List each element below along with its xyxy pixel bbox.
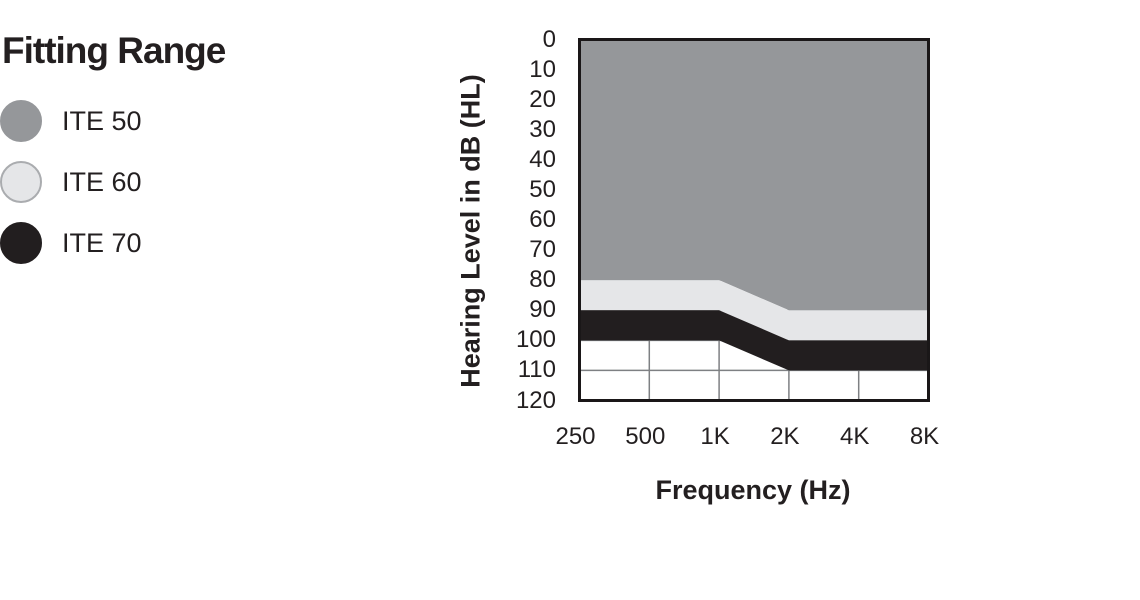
y-tick-label: 10 xyxy=(529,55,556,83)
y-tick-label: 30 xyxy=(529,115,556,143)
x-axis-title: Frequency (Hz) xyxy=(655,475,851,505)
y-tick-label: 40 xyxy=(529,145,556,173)
y-tick-label: 80 xyxy=(529,266,556,294)
x-tick-label: 8K xyxy=(909,423,940,450)
legend-label: ITE 70 xyxy=(62,227,142,258)
region-ite-60 xyxy=(579,280,929,341)
audiogram-plot xyxy=(578,38,930,402)
legend-item-ite-50: ITE 50 xyxy=(0,100,142,142)
y-tick-label: 110 xyxy=(517,356,556,384)
legend-label: ITE 60 xyxy=(62,166,142,197)
y-tick-label: 120 xyxy=(515,386,556,414)
y-tick-label: 60 xyxy=(529,206,556,233)
legend: ITE 50 ITE 60 ITE 70 xyxy=(0,100,142,283)
region-ite-70 xyxy=(579,310,929,371)
y-tick-label: 50 xyxy=(529,175,556,203)
region-ite-50 xyxy=(579,39,929,311)
x-tick-label: 1K xyxy=(700,423,730,450)
y-tick-label: 0 xyxy=(542,25,556,53)
y-tick-label: 70 xyxy=(529,236,556,264)
legend-item-ite-70: ITE 70 xyxy=(0,222,142,264)
x-tick-label: 250 xyxy=(555,423,596,450)
y-tick-label: 90 xyxy=(529,296,556,324)
legend-item-ite-60: ITE 60 xyxy=(0,161,142,203)
x-tick-label: 2K xyxy=(770,423,800,450)
page-title: Fitting Range xyxy=(2,30,226,71)
legend-swatch-circle xyxy=(0,161,42,203)
y-axis-title: Hearing Level in dB (HL) xyxy=(455,74,486,388)
y-tick-label: 100 xyxy=(515,326,556,354)
x-tick-label: 500 xyxy=(625,423,666,450)
legend-label: ITE 50 xyxy=(62,105,142,136)
x-tick-label: 4K xyxy=(840,423,870,450)
legend-swatch-circle xyxy=(0,222,42,264)
plot-border xyxy=(578,38,930,402)
y-tick-label: 20 xyxy=(529,85,556,113)
legend-swatch-circle xyxy=(0,100,42,142)
